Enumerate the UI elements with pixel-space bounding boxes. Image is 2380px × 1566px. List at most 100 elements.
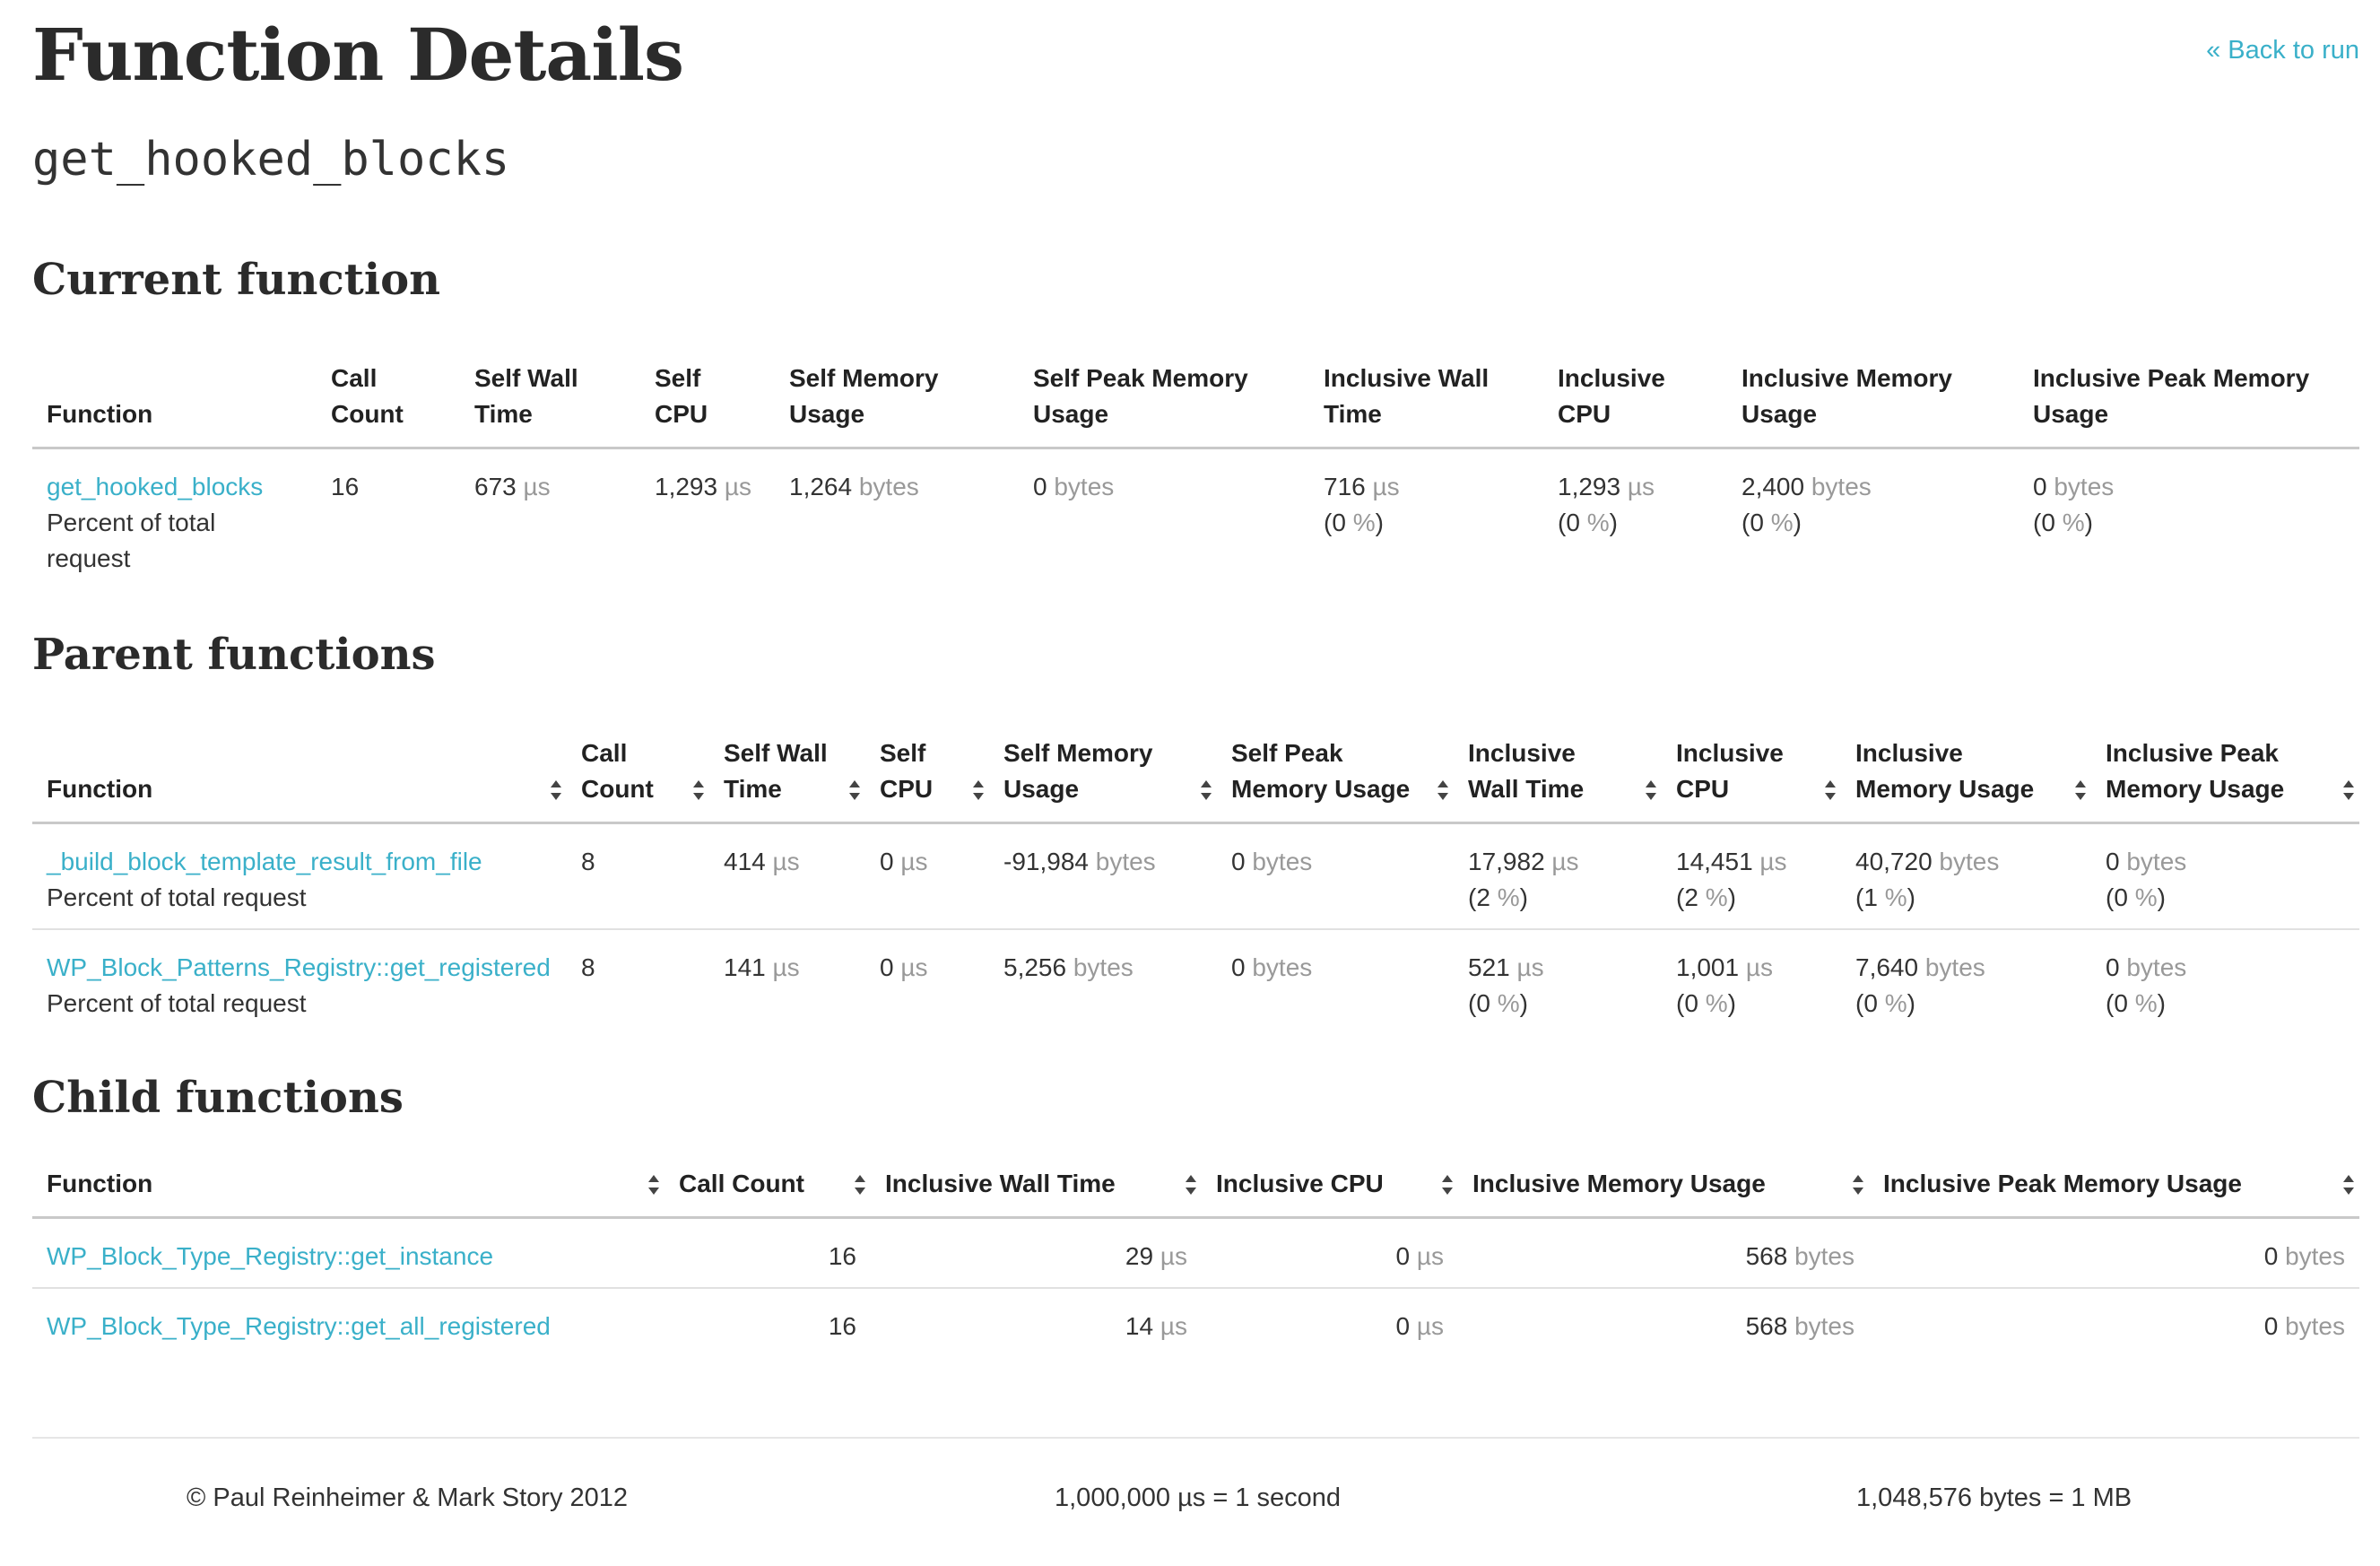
sort-icon	[1853, 1175, 1863, 1195]
current-header-row: Function Call Count Self Wall Time Self …	[32, 361, 2359, 449]
value: 0	[2106, 848, 2120, 875]
inclusive-peak-memory-cell: 0 bytes	[1869, 1287, 2359, 1357]
value: 0	[880, 848, 894, 875]
percent-value: 0	[1750, 509, 1764, 536]
header-label: Function	[47, 1170, 153, 1197]
table-row: WP_Block_Type_Registry::get_instance 16 …	[32, 1218, 2359, 1289]
inclusive-memory-cell: 40,720 bytes (1 %)	[1855, 848, 2000, 911]
col-header-inclusive-memory-usage[interactable]: Inclusive Memory Usage	[1458, 1166, 1869, 1219]
call-count-cell: 16	[664, 1287, 871, 1357]
unit: bytes	[1794, 1242, 1854, 1270]
col-header-self-memory-usage[interactable]: Self Memory Usage	[989, 735, 1217, 824]
header-label: Self CPU	[880, 739, 934, 803]
footer-memory-note: 1,048,576 bytes = 1 MB	[1856, 1483, 2132, 1512]
unit: bytes	[1794, 1312, 1854, 1340]
col-header-inclusive-memory-usage[interactable]: Inclusive Memory Usage	[1841, 735, 2091, 824]
unit: bytes	[2126, 848, 2187, 875]
sort-icon	[1201, 780, 1212, 800]
col-header-inclusive-wall-time[interactable]: Inclusive Wall Time	[871, 1166, 1202, 1219]
inclusive-memory-cell: 568 bytes	[1458, 1287, 1869, 1357]
value: 0	[1231, 848, 1246, 875]
unit: bytes	[2126, 953, 2187, 981]
inclusive-memory-cell: 7,640 bytes (0 %)	[1841, 928, 2091, 1034]
inclusive-memory-cell: 568 bytes	[1458, 1218, 1869, 1289]
function-link[interactable]: WP_Block_Type_Registry::get_instance	[47, 1242, 494, 1270]
unit: µs	[1372, 473, 1400, 500]
unit: µs	[1627, 473, 1655, 500]
child-header-row: Function Call Count Inclusive Wall Time …	[32, 1166, 2359, 1219]
col-header-function[interactable]: Function	[32, 1166, 664, 1219]
col-header-inclusive-wall-time[interactable]: Inclusive Wall Time	[1454, 735, 1662, 824]
self-memory-cell: 1,264 bytes	[775, 448, 1019, 590]
header-label: Function	[47, 775, 153, 803]
col-header-inclusive-peak-memory-usage[interactable]: Inclusive Peak Memory Usage	[1869, 1166, 2359, 1219]
value: 1,001	[1676, 953, 1740, 981]
parent-header-row: Function Call Count Self Wall Time Self …	[32, 735, 2359, 824]
col-header-inclusive-peak-memory-usage[interactable]: Inclusive Peak Memory Usage	[2091, 735, 2359, 824]
sort-icon	[2343, 780, 2354, 800]
function-link[interactable]: _build_block_template_result_from_file	[47, 848, 482, 875]
call-count-cell: 16	[828, 1242, 856, 1270]
sort-icon	[1438, 780, 1448, 800]
col-header-inclusive-wall-time: Inclusive Wall Time	[1309, 361, 1543, 449]
percent-value: 0	[2041, 509, 2055, 536]
function-cell: WP_Block_Type_Registry::get_all_register…	[32, 1287, 664, 1357]
inclusive-wall-time-cell: 17,982 µs (2 %)	[1468, 848, 1579, 911]
col-header-self-cpu[interactable]: Self CPU	[865, 735, 989, 824]
unit: µs	[1551, 848, 1579, 875]
unit: bytes	[1073, 953, 1134, 981]
col-header-call-count[interactable]: Call Count	[567, 735, 709, 824]
value: 1,293	[655, 473, 718, 500]
col-header-inclusive-cpu[interactable]: Inclusive CPU	[1662, 735, 1841, 824]
col-header-inclusive-cpu: Inclusive CPU	[1543, 361, 1727, 449]
sort-icon	[849, 780, 860, 800]
value: 673	[474, 473, 517, 500]
percent-label: Percent of total request	[47, 883, 307, 911]
unit: bytes	[1252, 848, 1313, 875]
self-wall-time-cell: 414 µs	[709, 823, 865, 930]
col-header-inclusive-cpu[interactable]: Inclusive CPU	[1202, 1166, 1458, 1219]
function-link[interactable]: WP_Block_Patterns_Registry::get_register…	[47, 953, 551, 981]
function-link[interactable]: get_hooked_blocks	[47, 473, 264, 500]
unit: µs	[1416, 1242, 1444, 1270]
percent-value: 1	[1863, 883, 1878, 911]
current-function-heading: Current function	[32, 255, 440, 305]
col-header-self-wall-time[interactable]: Self Wall Time	[709, 735, 865, 824]
unit: µs	[1416, 1312, 1444, 1340]
value: 0	[2263, 1242, 2279, 1270]
self-cpu-cell: 0 µs	[865, 928, 989, 1034]
self-memory-cell: 5,256 bytes	[989, 928, 1217, 1034]
unit: bytes	[858, 473, 919, 500]
unit: bytes	[1054, 473, 1115, 500]
unit: %	[1352, 509, 1376, 536]
value: 0	[2106, 953, 2120, 981]
inclusive-cpu-cell: 1,001 µs (0 %)	[1662, 928, 1841, 1034]
value: 2,400	[1742, 473, 1805, 500]
back-to-run-link[interactable]: « Back to run	[2206, 36, 2359, 65]
sort-icon	[1825, 780, 1836, 800]
unit: %	[2062, 509, 2085, 536]
col-header-call-count: Call Count	[317, 361, 460, 449]
unit: bytes	[1095, 848, 1156, 875]
value: 0	[2263, 1312, 2279, 1340]
value: 0	[1231, 953, 1246, 981]
sort-icon	[1646, 780, 1656, 800]
function-link[interactable]: WP_Block_Type_Registry::get_all_register…	[47, 1312, 551, 1340]
percent-value: 0	[2114, 989, 2128, 1017]
header-label: Call Count	[679, 1170, 804, 1197]
unit: µs	[900, 848, 928, 875]
col-header-function[interactable]: Function	[32, 735, 567, 824]
percent-value: 0	[1476, 989, 1490, 1017]
value: 0	[2033, 473, 2047, 500]
percent-label: Percent of total request	[47, 989, 307, 1017]
call-count-cell: 8	[567, 928, 709, 1034]
col-header-inclusive-peak-memory-usage: Inclusive Peak Memory Usage	[2019, 361, 2359, 449]
value: 0	[1395, 1312, 1411, 1340]
unit: bytes	[2285, 1312, 2345, 1340]
unit: bytes	[2285, 1242, 2345, 1270]
unit: bytes	[1939, 848, 2000, 875]
col-header-self-peak-memory-usage[interactable]: Self Peak Memory Usage	[1217, 735, 1454, 824]
col-header-call-count[interactable]: Call Count	[664, 1166, 871, 1219]
header-label: Inclusive Wall Time	[885, 1170, 1116, 1197]
header-label: Inclusive Memory Usage	[1855, 739, 2035, 803]
